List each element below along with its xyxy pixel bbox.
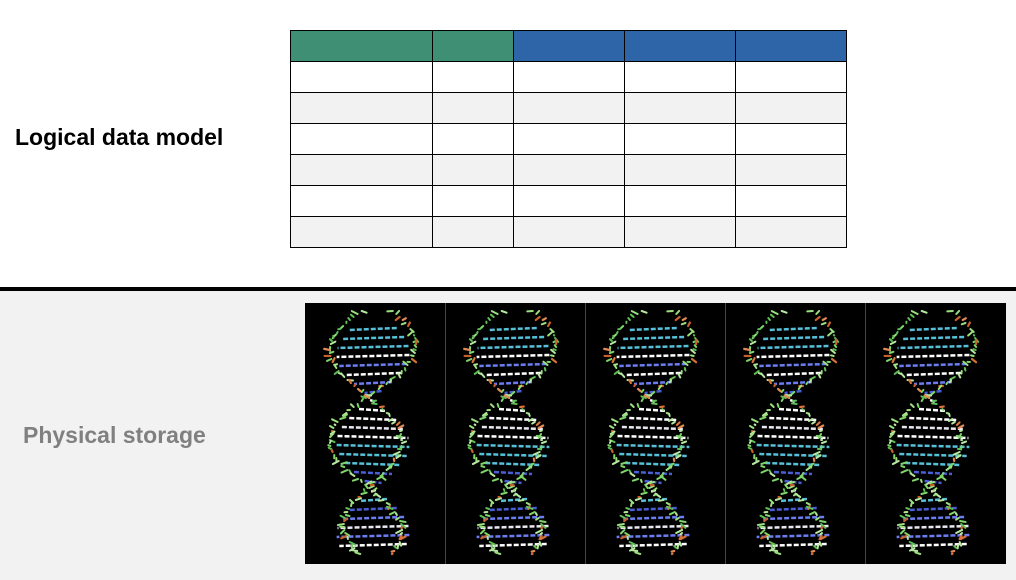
physical-storage-label: Physical storage xyxy=(23,422,206,448)
section-divider xyxy=(0,287,1016,291)
dna-strand-image xyxy=(865,303,980,564)
dna-strand-image xyxy=(323,309,420,556)
logical-data-model-label: Logical data model xyxy=(15,124,224,150)
physical-storage-panel xyxy=(305,303,1006,564)
table-row xyxy=(290,216,847,248)
table-row xyxy=(290,123,847,155)
header-cell-green xyxy=(432,30,514,62)
table-row xyxy=(290,61,847,93)
dna-strand-image xyxy=(445,303,560,564)
header-cell-green xyxy=(290,30,433,62)
dna-strand-image xyxy=(725,303,840,564)
logical-data-table xyxy=(290,30,847,248)
header-cell-blue xyxy=(735,30,847,62)
dna-strand-image xyxy=(585,303,700,564)
header-cell-blue xyxy=(624,30,736,62)
header-cell-blue xyxy=(513,30,625,62)
table-header-row xyxy=(290,30,847,62)
table-row xyxy=(290,154,847,186)
table-row xyxy=(290,185,847,217)
table-row xyxy=(290,92,847,124)
